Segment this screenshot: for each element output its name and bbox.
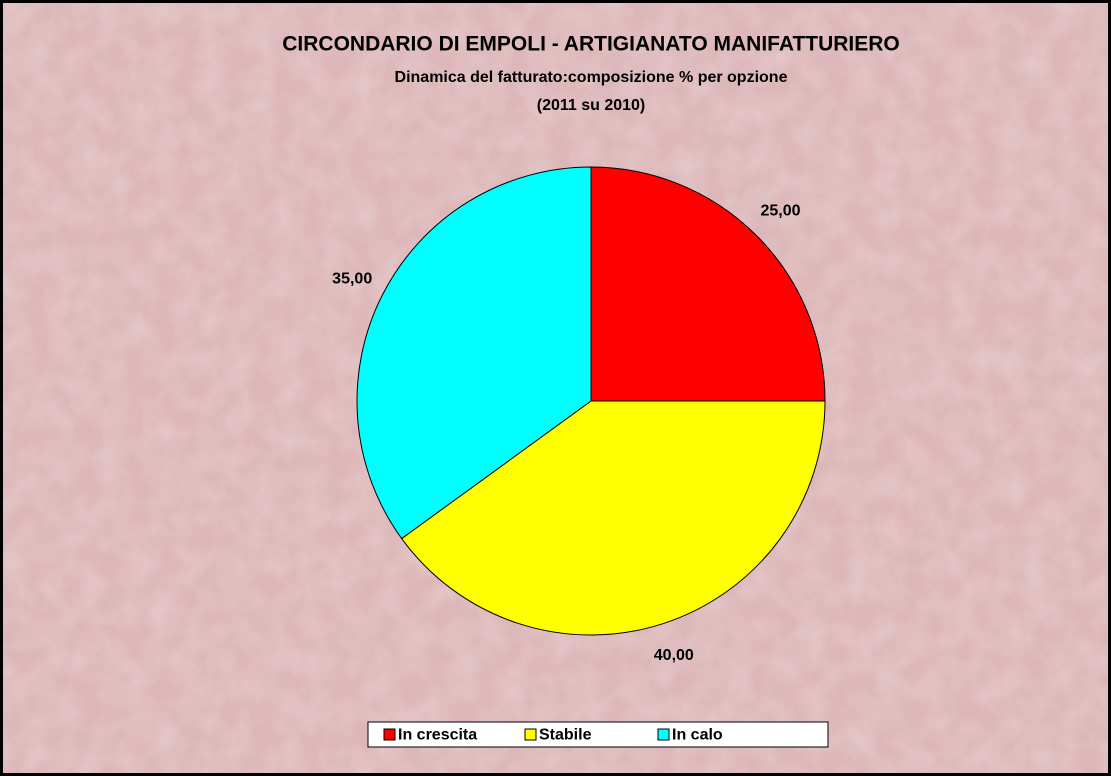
legend-label: In calo	[672, 727, 723, 744]
legend	[367, 721, 829, 748]
pie-slice	[400, 400, 826, 636]
data-label: 40,00	[654, 647, 694, 664]
data-label: 25,00	[760, 203, 800, 220]
pie-slice	[590, 166, 826, 402]
pie-slice	[356, 166, 592, 540]
subtitle: Dinamica del fatturato:composizione % pe…	[395, 69, 788, 86]
subtitle: (2011 su 2010)	[537, 97, 646, 114]
chart-title: CIRCONDARIO DI EMPOLI - ARTIGIANATO MANI…	[282, 33, 900, 56]
legend-swatch	[383, 728, 396, 741]
legend-swatch	[524, 728, 537, 741]
legend-label: In crescita	[398, 727, 477, 744]
legend-label: Stabile	[539, 727, 592, 744]
data-label: 35,00	[332, 271, 372, 288]
legend-swatch	[657, 728, 670, 741]
